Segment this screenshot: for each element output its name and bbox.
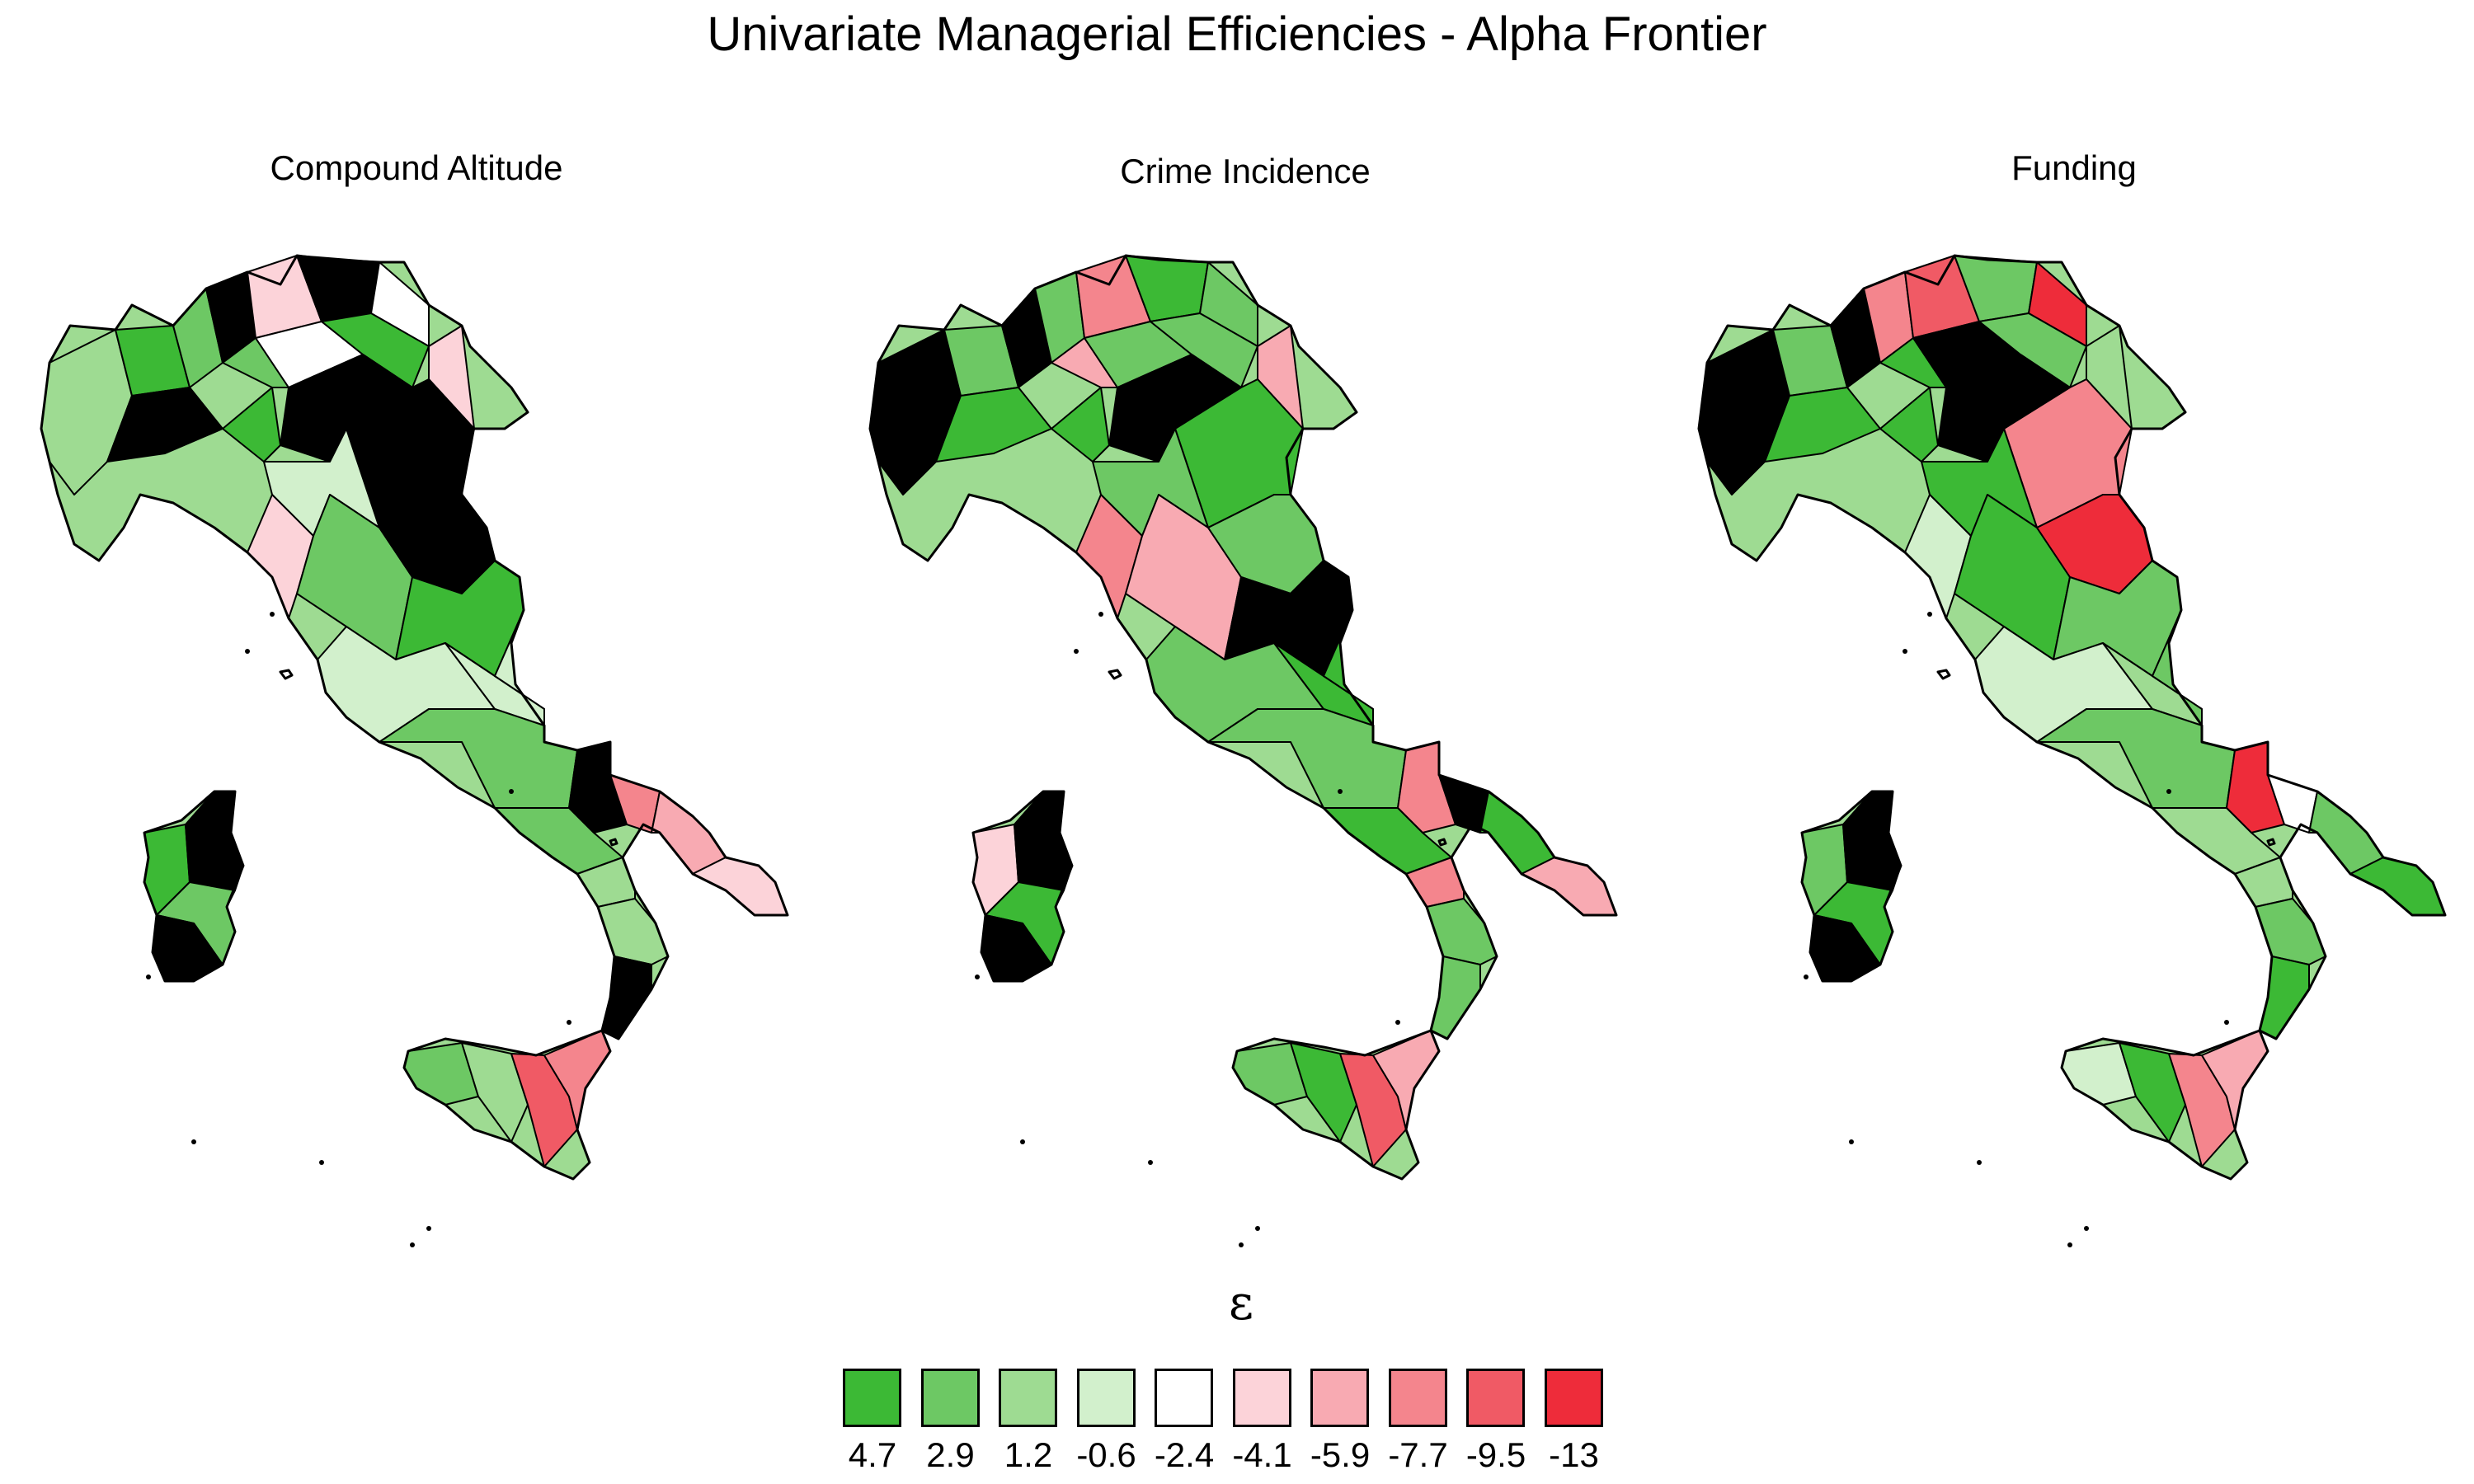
small-island <box>975 974 980 979</box>
legend-swatch <box>1155 1369 1213 1427</box>
small-island <box>245 649 250 654</box>
small-island <box>509 789 514 794</box>
small-island <box>1395 1020 1400 1025</box>
small-island <box>1804 974 1808 979</box>
district-region <box>106 387 223 463</box>
district-region <box>935 387 1052 463</box>
legend-tick-label: -7.7 <box>1388 1435 1448 1474</box>
small-island <box>1020 1139 1025 1144</box>
legend-title: ε <box>1228 1275 1254 1331</box>
legend-tick-label: -5.9 <box>1310 1435 1371 1474</box>
small-island <box>191 1139 196 1144</box>
small-island <box>2166 789 2171 794</box>
small-island <box>2067 1242 2072 1247</box>
small-island <box>426 1226 431 1231</box>
small-island <box>1977 1160 1982 1165</box>
map-panel-3 <box>1697 254 2447 1247</box>
legend-tick-label: -4.1 <box>1232 1435 1292 1474</box>
legend-swatch <box>920 1369 980 1427</box>
district-region <box>692 857 788 916</box>
legend-swatch <box>1310 1369 1369 1427</box>
district-region <box>1521 857 1617 916</box>
district-region <box>461 1042 529 1143</box>
legend-swatch <box>1388 1369 1447 1427</box>
district-region <box>321 312 430 388</box>
legend-swatch <box>1076 1369 1136 1427</box>
small-island <box>1255 1226 1260 1231</box>
legend-tick-label: 2.9 <box>926 1435 975 1474</box>
district-region <box>1764 387 1881 463</box>
district-region <box>1290 1042 1357 1143</box>
legend-tick-label: 4.7 <box>848 1435 897 1474</box>
district-region <box>1479 791 1555 875</box>
legend-tick-label: -0.6 <box>1076 1435 1136 1474</box>
panel-title-funding: Funding <box>2011 148 2137 187</box>
map-panel-1 <box>40 254 789 1247</box>
legend-tick-label: -13 <box>1549 1435 1599 1474</box>
legend-swatch <box>843 1369 901 1427</box>
panel-title-compound-altitude: Compound Altitude <box>270 148 563 187</box>
map-panel-2 <box>868 254 1618 1247</box>
small-island <box>2224 1020 2229 1025</box>
panel-title-crime-incidence: Crime Incidence <box>1120 152 1371 190</box>
legend: 4.7 2.9 1.2 -0.6 -2.4 -4.1 -5.9 -7.7 -9.5 -13 <box>843 1369 1603 1476</box>
district-region <box>2308 791 2384 875</box>
small-island <box>1849 1139 1854 1144</box>
small-island <box>1927 612 1932 617</box>
chart-title: Univariate Managerial Efficiencies - Alp… <box>707 7 1767 61</box>
legend-tick-label: -9.5 <box>1465 1435 1526 1474</box>
small-island <box>1074 649 1079 654</box>
small-island <box>319 1160 324 1165</box>
small-island <box>1148 1160 1153 1165</box>
small-island <box>1239 1242 1244 1247</box>
legend-swatch <box>1544 1369 1603 1427</box>
small-island <box>567 1020 571 1025</box>
small-island <box>270 612 275 617</box>
small-island <box>1338 789 1343 794</box>
district-region <box>2349 857 2446 916</box>
legend-swatch <box>1232 1369 1291 1427</box>
district-region <box>651 791 727 875</box>
small-island <box>1098 612 1103 617</box>
small-island <box>2084 1226 2089 1231</box>
small-island <box>1903 649 1907 654</box>
small-island <box>146 974 151 979</box>
district-region <box>1150 312 1258 388</box>
small-island <box>410 1242 415 1247</box>
legend-tick-label: 1.2 <box>1004 1435 1053 1474</box>
legend-swatch <box>999 1369 1057 1427</box>
district-region <box>2119 1042 2186 1143</box>
legend-tick-label: -2.4 <box>1154 1435 1215 1474</box>
district-region <box>1978 312 2087 388</box>
legend-swatch <box>1466 1369 1525 1427</box>
